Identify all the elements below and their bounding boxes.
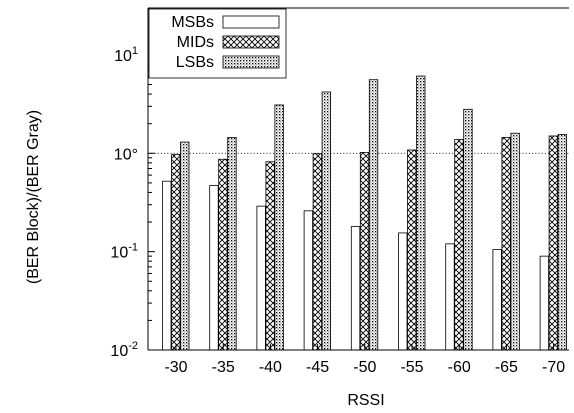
bar-msbs-6 xyxy=(445,243,455,351)
x-tick-label: -45 xyxy=(306,359,329,376)
x-tick-label: -35 xyxy=(212,359,235,376)
bar-msbs-5 xyxy=(398,232,408,351)
y-tick-label: 10-1 xyxy=(110,242,138,262)
x-tick-label: -70 xyxy=(542,359,565,376)
bar-msbs-2 xyxy=(256,205,266,351)
x-tick-label: -50 xyxy=(353,359,376,376)
bar-lsbs-5 xyxy=(416,75,426,351)
x-ticks: -30 -35 -40 -45 -50 -55 -60 -65 -70 xyxy=(164,344,565,376)
legend-swatch-lsbs xyxy=(222,55,280,69)
bar-lsbs-1 xyxy=(227,137,237,351)
legend-label-msbs: MSBs xyxy=(171,14,214,31)
plot-area: -30 -35 -40 -45 -50 -55 -60 -65 -70 10-210-110°1… xyxy=(110,7,569,376)
bar-mids-0 xyxy=(171,154,181,351)
bar-lsbs-3 xyxy=(321,91,332,351)
bar-lsbs-0 xyxy=(180,141,190,351)
bar-msbs-0 xyxy=(162,180,172,351)
bar-msbs-3 xyxy=(303,210,314,351)
bar-msbs-8 xyxy=(539,255,549,351)
y-axis-label: (BER Block)/(BER Gray) xyxy=(25,110,42,284)
bar-lsbs-7 xyxy=(510,132,520,351)
bar-mids-1 xyxy=(218,158,228,351)
bar-mids-2 xyxy=(265,161,275,351)
legend-swatch-msbs xyxy=(222,15,280,29)
legend-label-lsbs: LSBs xyxy=(176,54,214,71)
x-tick-label: -40 xyxy=(259,359,282,376)
bar-lsbs-2 xyxy=(274,104,284,351)
y-tick-label: 101 xyxy=(114,45,138,65)
y-ticks: 10-2 10-1 10° 101 xyxy=(110,7,155,360)
y-tick-label: 10-2 xyxy=(110,340,138,360)
bar-msbs-1 xyxy=(209,185,219,351)
legend-label-mids: MIDs xyxy=(177,34,214,51)
bar-lsbs-8 xyxy=(557,134,567,351)
bar-lsbs-4 xyxy=(368,79,379,351)
legend-swatch-mids xyxy=(222,35,280,49)
bar-mids-5 xyxy=(407,149,417,351)
bar-mids-8 xyxy=(548,135,558,351)
bar-mids-6 xyxy=(454,139,464,351)
x-tick-label: -30 xyxy=(164,359,187,376)
bar-msbs-7 xyxy=(492,249,502,351)
y-tick-label: 10° xyxy=(114,146,138,163)
bar-mids-3 xyxy=(312,153,323,351)
bar-mids-4 xyxy=(359,152,370,351)
x-tick-label: -60 xyxy=(448,359,471,376)
bar-msbs-4 xyxy=(350,226,361,351)
axes-group xyxy=(147,7,569,351)
x-tick-label: -55 xyxy=(400,359,423,376)
bar-lsbs-6 xyxy=(463,108,473,351)
x-tick-label: -65 xyxy=(495,359,518,376)
bar-mids-7 xyxy=(501,137,511,351)
legend: MSBs MIDs LSBs xyxy=(148,8,287,79)
bars-group xyxy=(162,75,567,351)
x-axis-label: RSSI xyxy=(347,392,384,409)
